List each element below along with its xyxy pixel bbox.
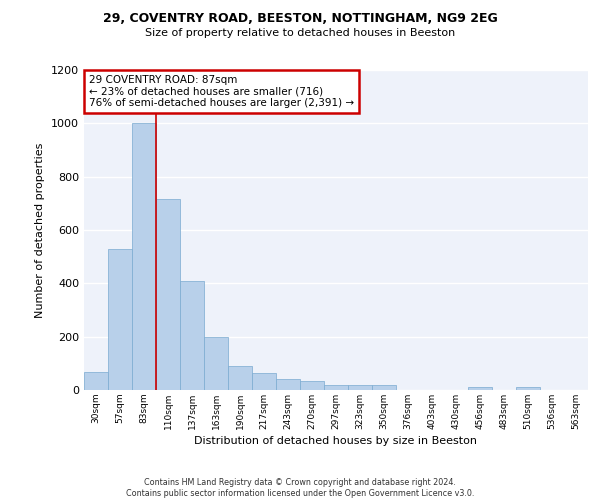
Bar [132, 124, 156, 390]
Text: 29, COVENTRY ROAD, BEESTON, NOTTINGHAM, NG9 2EG: 29, COVENTRY ROAD, BEESTON, NOTTINGHAM, … [103, 12, 497, 26]
Bar [516, 388, 540, 390]
Text: 29 COVENTRY ROAD: 87sqm
← 23% of detached houses are smaller (716)
76% of semi-d: 29 COVENTRY ROAD: 87sqm ← 23% of detache… [89, 75, 354, 108]
Bar [276, 380, 300, 390]
Bar [180, 282, 204, 390]
Text: Size of property relative to detached houses in Beeston: Size of property relative to detached ho… [145, 28, 455, 38]
Text: Contains HM Land Registry data © Crown copyright and database right 2024.
Contai: Contains HM Land Registry data © Crown c… [126, 478, 474, 498]
Bar [468, 386, 492, 390]
Bar [84, 372, 108, 390]
Bar [300, 382, 324, 390]
Bar [252, 374, 276, 390]
Bar [204, 338, 228, 390]
Bar [348, 386, 372, 390]
Bar [324, 384, 348, 390]
Bar [372, 386, 396, 390]
X-axis label: Distribution of detached houses by size in Beeston: Distribution of detached houses by size … [194, 436, 478, 446]
Bar [228, 366, 252, 390]
Bar [108, 250, 132, 390]
Bar [156, 198, 180, 390]
Y-axis label: Number of detached properties: Number of detached properties [35, 142, 46, 318]
